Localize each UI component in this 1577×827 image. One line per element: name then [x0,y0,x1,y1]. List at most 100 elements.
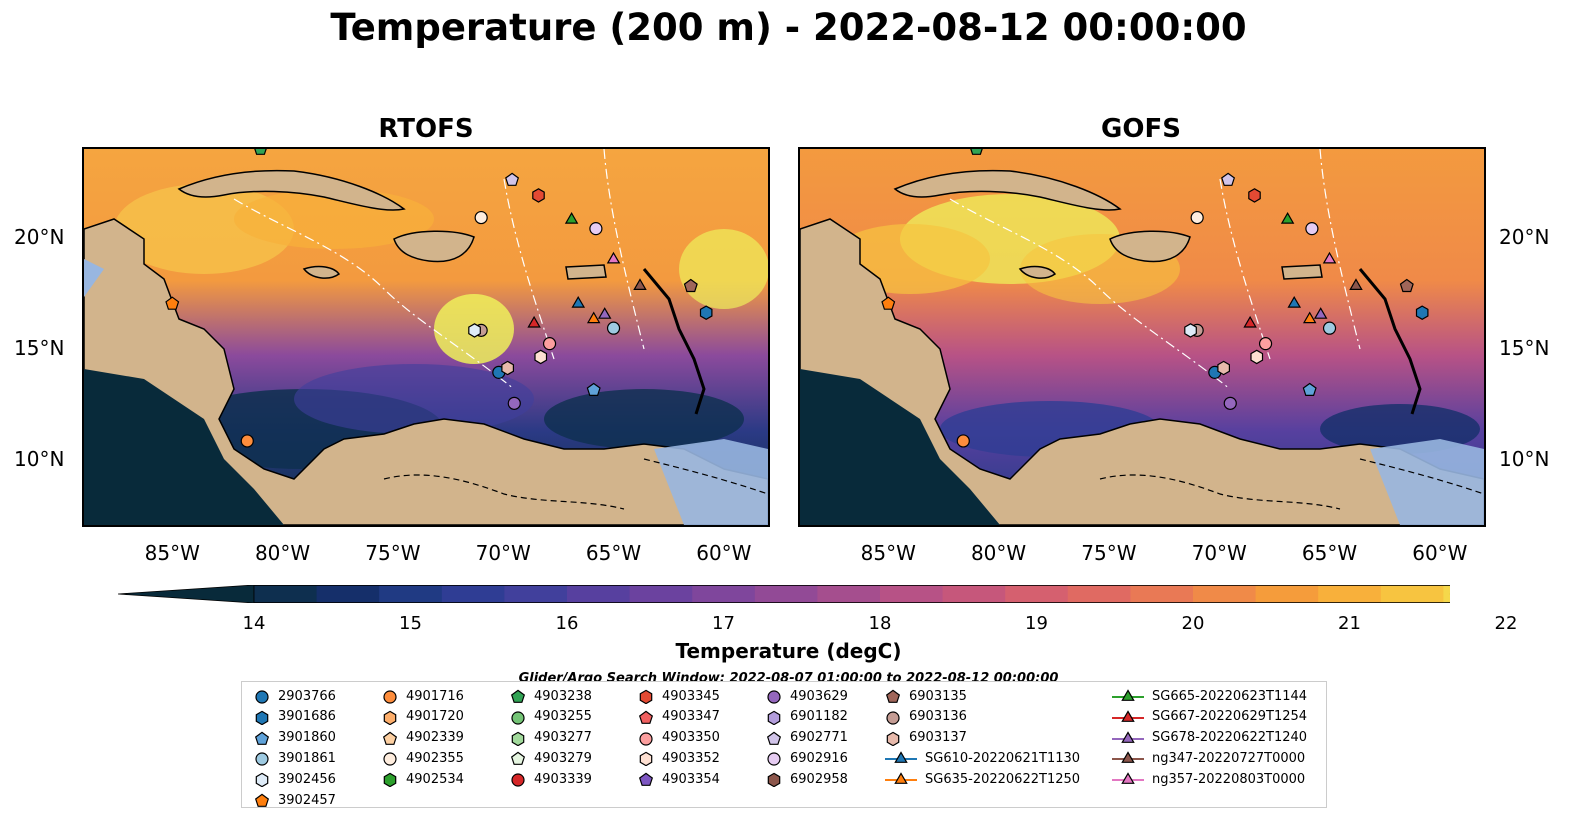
legend-item: SG665-20220623T1144 [1112,686,1307,706]
border-line [643,458,768,495]
colorbar-tick-label: 15 [399,613,422,634]
colorbar-frame [253,585,1450,603]
legend-marker-icon [638,772,654,787]
legend-marker-icon [886,711,900,725]
legend-label: 4902355 [406,750,464,766]
legend-marker-icon [255,710,269,725]
legend-marker-icon [638,710,654,724]
marker-SG610-20220621T1130 [571,296,586,308]
legend-item: 4903279 [510,748,592,768]
marker-3901861 [1322,321,1337,335]
colorbar-segment [379,585,443,603]
legend-item: 6902916 [766,748,848,768]
marker-3902456 [468,323,481,338]
border-line [1359,458,1484,495]
legend-item: 4903350 [638,728,720,748]
legend-marker-icon [885,772,917,785]
legend-item: SG667-20220629T1254 [1112,707,1307,727]
marker-4902355 [474,210,488,225]
legend-item: 4903352 [638,748,720,768]
legend-label: 2903766 [278,688,336,704]
colorbar-segment [441,585,505,603]
legend-label: 6902916 [790,750,848,766]
legend-label: 4903629 [790,688,848,704]
legend-label: 6903137 [909,730,967,746]
legend-marker-icon [767,772,781,788]
legend-item: 4902339 [382,728,464,748]
marker-6902771 [505,172,520,186]
lon-tick-label: 65°W [1301,541,1358,565]
marker-6903135 [683,278,698,293]
legend-label: ng357-20220803T0000 [1152,771,1306,787]
lon-tick-label: 80°W [254,541,311,565]
colorbar-tick-label: 14 [242,613,266,634]
lon-tick-label: 85°W [144,541,200,565]
legend: 2903766 3901686 3901860 3901861 3902456 39024… [241,681,1327,808]
map-panel-gofs [798,147,1486,527]
legend-label: SG667-20220629T1254 [1152,709,1308,725]
colorbar-tick-label: 22 [1494,613,1518,634]
colorbar-segment [1318,585,1382,603]
colorbar-segment [1380,585,1444,603]
lon-tick-label: 60°W [696,541,752,565]
legend-item: 3901861 [254,748,336,768]
colorbar-segment [629,585,693,603]
marker-SG678-20220622T1240 [1313,307,1328,319]
lon-tick-label: 75°W [1081,541,1137,565]
legend-label: 6903135 [909,688,967,704]
legend-label: 6902771 [790,730,848,746]
legend-item: SG635-20220622T1250 [885,769,1080,789]
colorbar-segment [817,585,881,603]
pacific-ocean [84,369,284,525]
legend-marker-icon [255,772,269,788]
legend-label: 4901716 [406,688,464,704]
legend-label: 4902339 [406,730,464,746]
legend-marker-icon [383,710,397,725]
legend-label: 4903347 [662,709,720,725]
colorbar-segment [1130,585,1194,603]
colorbar-label: Temperature (degC) [675,639,902,663]
colorbar-tick-label: 19 [1025,613,1048,634]
legend-marker-icon [885,751,917,764]
lon-tick-label: 75°W [365,541,421,565]
marker-4903629 [1223,396,1237,410]
legend-marker-icon [766,731,782,745]
colorbar-tick-label: 18 [868,613,892,634]
legend-marker-icon [639,752,653,767]
legend-marker-icon [1112,751,1144,764]
marker-SG610-20220621T1130 [1287,296,1302,308]
legend-item: 4903345 [638,686,720,706]
legend-marker-icon [510,689,526,703]
legend-item: SG678-20220622T1240 [1112,728,1307,748]
legend-item: 4902355 [382,748,464,768]
legend-marker-icon [511,731,525,746]
figure-title: Temperature (200 m) - 2022-08-12 00:00:0… [330,6,1247,49]
lat-tick-label: 20°N [1499,225,1550,250]
float-markers [881,149,1429,448]
eez-boundary [949,149,1361,390]
marker-6902916 [589,222,603,236]
legend-marker-icon [510,752,526,766]
marker-SG635-20220622T1250 [1302,311,1317,324]
colorbar-segment [254,585,318,603]
legend-item: 4903277 [510,728,592,748]
marker-ng357-20220803T0000 [606,251,621,264]
legend-label: 6902958 [790,771,848,787]
land-puerto-rico [1281,264,1323,280]
legend-marker-icon [885,689,901,703]
legend-label: SG665-20220623T1144 [1152,688,1308,704]
lat-tick-label: 20°N [14,225,65,250]
legend-item: 3901860 [254,728,336,748]
marker-3901686 [1415,305,1429,320]
marker-4903350 [542,337,557,351]
shelf-west [84,259,104,297]
legend-marker-icon [1112,689,1144,701]
colorbar-tick-label: 21 [1338,613,1361,634]
legend-label: 3902457 [278,792,336,808]
colorbar-segment [1193,585,1257,603]
legend-item: 3902457 [254,790,336,810]
legend-marker-icon [383,690,397,704]
marker-SG635-20220622T1250 [586,311,601,324]
legend-marker-icon [254,793,270,807]
marker-3902456 [1184,323,1197,338]
